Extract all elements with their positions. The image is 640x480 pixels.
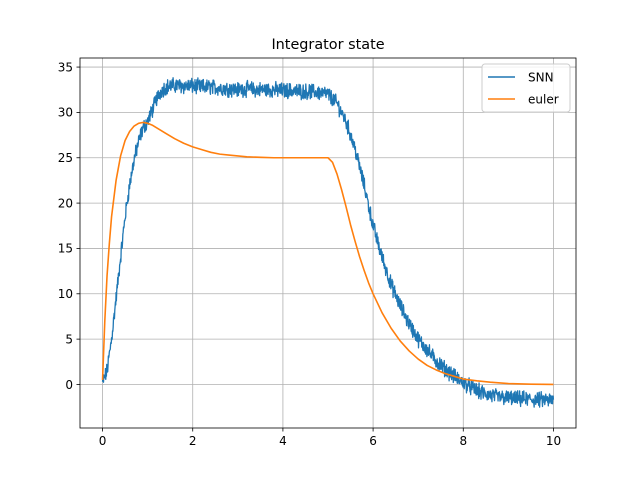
x-tick-label: 0 [99,434,107,448]
series-layer [101,77,555,408]
axis-ticks: 0 2 4 6 8 10 0 5 10 15 20 25 30 35 [58,60,561,448]
y-tick-label: 5 [65,332,73,346]
series-line-euler [101,121,554,386]
chart-title: Integrator state [271,37,384,53]
y-tick-label: 10 [58,287,73,301]
y-tick-label: 15 [58,242,73,256]
legend-box [481,63,571,113]
y-tick-label: 20 [58,196,73,210]
legend-label: euler [528,93,559,107]
y-tick-label: 25 [58,151,73,165]
y-tick-label: 0 [65,378,73,392]
x-tick-label: 8 [459,434,467,448]
series-line-snn [101,77,555,408]
x-tick-label: 4 [279,434,287,448]
grid [80,58,576,428]
x-tick-label: 6 [369,434,377,448]
y-tick-label: 30 [58,106,73,120]
legend: SNN euler [481,63,571,113]
y-tick-label: 35 [58,60,73,74]
x-tick-label: 2 [189,434,197,448]
legend-label: SNN [528,71,554,85]
x-tick-label: 10 [546,434,561,448]
plot-frame [79,57,577,429]
